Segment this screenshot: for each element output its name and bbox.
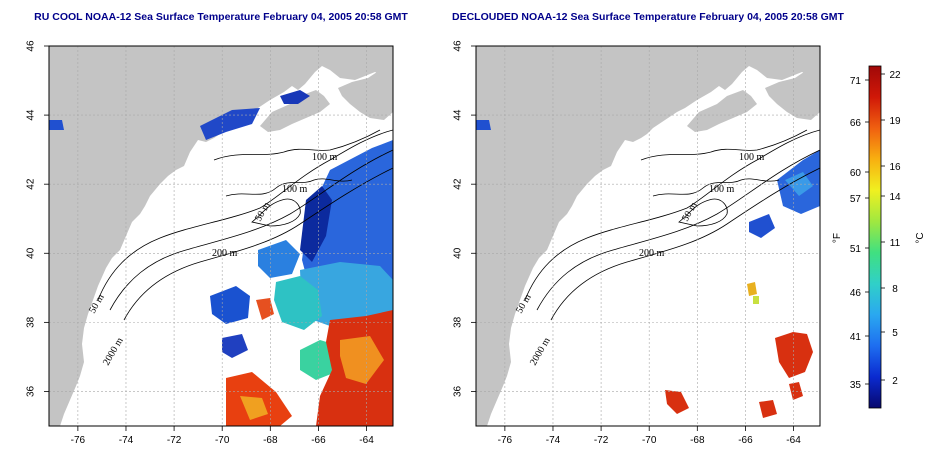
sst-swath [785,172,813,196]
contour-label: 100 m [739,152,765,163]
map-panel-right: 100 m 100 m 50 m 200 m 50 m 2000 m -76 -7… [453,40,821,446]
lon-tick-label: -70 [642,435,657,446]
lat-tick-label: 38 [26,316,37,328]
lon-tick-label: -74 [546,435,561,446]
contour-label: 100 m [282,184,308,195]
sst-swath [300,262,393,330]
colorbar-fahrenheit-label: °F [832,233,843,243]
colorbar: 71 66 60 57 51 46 41 35 22 19 16 14 11 8 5 2 °F °C [832,65,926,409]
colorbar-c-tick-label: 22 [889,70,901,81]
colorbar-c-tick-label: 8 [892,284,898,295]
sst-swath [340,336,384,384]
sst-swath [747,282,757,296]
colorbar-gradient [868,65,882,409]
sst-swath [789,382,803,400]
map-grid [476,46,820,426]
lon-tick-label: -68 [690,435,705,446]
contour-label: 200 m [212,248,238,259]
panel-left-title: RU COOL NOAA-12 Sea Surface Temperature … [34,11,408,23]
land-mass [338,66,393,120]
lat-tick-label: 36 [26,385,37,397]
sst-swath [258,240,300,278]
colorbar-c-tick-label: 14 [889,192,901,203]
sst-swath [753,296,759,304]
land-mass [476,46,820,426]
colorbar-c-tick-label: 11 [890,238,901,249]
lon-tick-label: -72 [594,435,609,446]
panel-right-title: DECLOUDED NOAA-12 Sea Surface Temperatur… [452,11,845,23]
sst-swath [240,396,268,420]
land-mass [765,66,820,120]
lon-tick-label: -74 [119,435,134,446]
colorbar-f-tick-label: 57 [850,194,862,205]
lon-tick-label: -64 [359,435,374,446]
colorbar-f-tick-label: 35 [850,380,862,391]
sst-swath [49,120,64,130]
sst-swath [280,90,310,104]
lat-tick-label: 44 [453,109,464,121]
lon-tick-label: -76 [71,435,86,446]
colorbar-c-tick-label: 5 [892,328,898,339]
colorbar-f-tick-label: 41 [850,332,862,343]
colorbar-f-tick-label: 71 [850,76,862,87]
sst-swath [476,120,491,130]
bathymetry-contours [524,129,820,321]
contour-label: 100 m [312,152,338,163]
lon-tick-label: -70 [215,435,230,446]
bathymetry-contours [97,129,393,321]
sst-swath [274,276,322,330]
lat-tick-label: 44 [26,109,37,121]
colorbar-f-tick-label: 60 [850,168,862,179]
lon-tick-label: -66 [738,435,753,446]
sst-swath [759,400,777,418]
sst-swath [222,334,248,358]
lat-tick-label: 38 [453,316,464,328]
lat-tick-label: 42 [453,178,464,190]
sst-swath [300,186,332,262]
lon-tick-label: -76 [498,435,513,446]
lat-tick-label: 46 [26,40,37,52]
lon-tick-label: -64 [786,435,801,446]
land-mass [687,90,757,132]
map-panel-left: 100 m 100 m 50 m 200 m 50 m 2000 m -76 -7… [26,40,394,446]
colorbar-f-tick-label: 46 [850,288,862,299]
colorbar-celsius-label: °C [915,232,926,243]
land-mass [260,90,330,132]
lat-tick-label: 40 [453,247,464,259]
contour-label: 100 m [709,184,735,195]
colorbar-c-tick-label: 2 [892,376,898,387]
colorbar-f-tick-label: 51 [850,244,862,255]
sst-swath [210,286,250,324]
lon-tick-label: -68 [263,435,278,446]
sst-swath [256,298,274,320]
lon-tick-label: -66 [311,435,326,446]
colorbar-c-tick-label: 19 [889,116,901,127]
sst-swath [749,214,775,238]
lat-tick-label: 46 [453,40,464,52]
colorbar-c-tick-label: 16 [889,162,901,173]
colorbar-f-tick-label: 66 [850,118,862,129]
sst-swath [775,332,813,378]
lat-tick-label: 40 [26,247,37,259]
map-grid [49,46,393,426]
land-mass [49,46,393,426]
lat-tick-label: 36 [453,385,464,397]
sst-swath [200,108,260,140]
lat-tick-label: 42 [26,178,37,190]
contour-label: 200 m [639,248,665,259]
lon-tick-label: -72 [167,435,182,446]
sst-swath [665,390,689,414]
